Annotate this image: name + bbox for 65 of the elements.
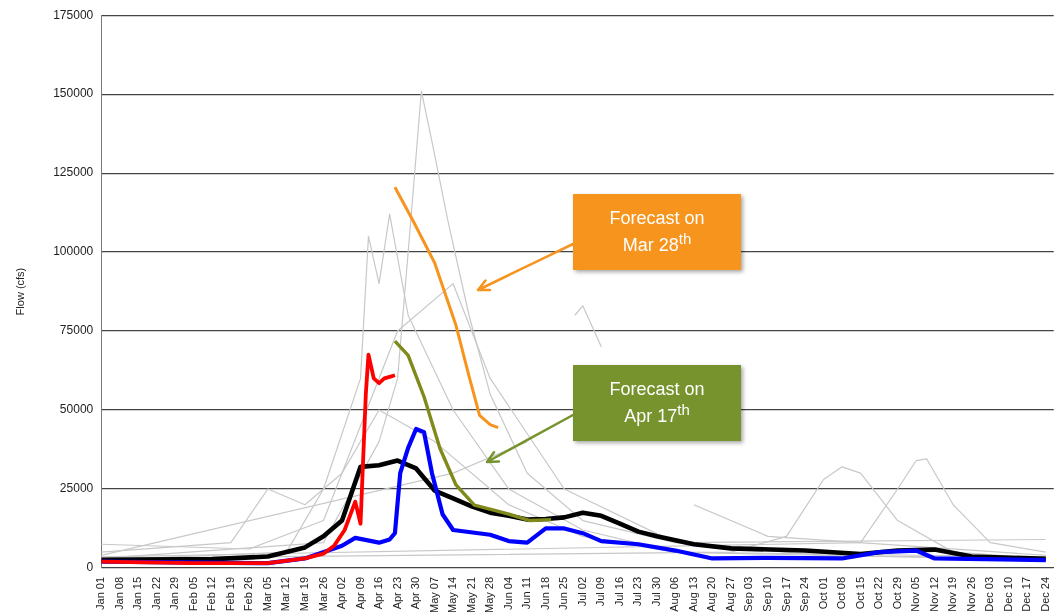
x-tick-label: Oct 22 xyxy=(872,576,885,610)
x-tick-label: Oct 15 xyxy=(853,576,866,610)
x-tick-label: May 21 xyxy=(464,576,477,614)
x-tick-label: May 07 xyxy=(427,576,440,614)
y-axis-title: Flow (cfs) xyxy=(13,267,26,316)
x-tick-label: Dec 03 xyxy=(983,576,996,612)
x-tick-label: Aug 20 xyxy=(705,576,718,612)
x-tick-label: Jul 02 xyxy=(575,576,588,607)
x-tick-label: Sep 24 xyxy=(798,576,811,612)
y-tick-label: 150000 xyxy=(53,86,94,101)
x-tick-label: Nov 19 xyxy=(946,576,959,612)
callout: Forecast on Mar 28$^{th}$ xyxy=(470,194,741,298)
x-tick-label: Aug 06 xyxy=(668,576,681,612)
x-tick-label: Nov 26 xyxy=(964,576,977,612)
x-tick-label: Oct 08 xyxy=(835,576,848,610)
x-tick-label: Jun 11 xyxy=(520,576,533,610)
x-tick-label: Jan 08 xyxy=(112,576,125,610)
y-tick-label: 125000 xyxy=(53,165,94,180)
x-tick-label: Jan 01 xyxy=(94,576,107,610)
x-tick-label: Feb 19 xyxy=(223,576,236,612)
y-tick-label: 75000 xyxy=(59,323,94,338)
x-tick-label: Feb 05 xyxy=(186,576,199,612)
x-tick-label: Oct 29 xyxy=(890,576,903,610)
callout: Forecast on Apr 17$^{th}$ xyxy=(479,365,741,470)
annotation: Forecast on Apr 17$^{th}$ xyxy=(608,378,706,428)
x-tick-label: Jun 18 xyxy=(538,576,551,610)
x-tick-label: Sep 03 xyxy=(742,576,755,612)
x-tick-label: Feb 12 xyxy=(205,576,218,612)
annotation: Forecast on Mar 28$^{th}$ xyxy=(608,207,706,257)
x-tick-label: Jun 25 xyxy=(557,576,570,610)
x-tick-label: Jan 15 xyxy=(131,576,144,610)
y-tick-label: 100000 xyxy=(53,244,94,259)
x-tick-label: Dec 10 xyxy=(1001,576,1014,612)
x-tick-label: May 28 xyxy=(483,576,496,614)
x-tick-label: May 14 xyxy=(446,576,459,614)
y-tick-label: 0 xyxy=(86,560,94,575)
x-tick-label: Apr 02 xyxy=(335,576,348,610)
x-tick-label: Jul 09 xyxy=(594,576,607,607)
x-tick-label: Sep 17 xyxy=(779,576,792,612)
x-tick-label: Jul 23 xyxy=(631,576,644,607)
x-tick-label: Sep 10 xyxy=(761,576,774,612)
x-tick-label: Apr 30 xyxy=(409,576,422,610)
x-tick-label: Nov 05 xyxy=(909,576,922,612)
x-tick-label: Apr 09 xyxy=(353,576,366,610)
x-tick-label: Jan 22 xyxy=(149,576,162,610)
x-tick-label: Mar 19 xyxy=(298,576,310,612)
x-tick-label: Aug 13 xyxy=(686,576,699,612)
x-tick-label: Mar 12 xyxy=(279,576,292,612)
x-tick-label: Jul 16 xyxy=(612,576,625,607)
y-tick-label: 50000 xyxy=(59,402,94,417)
x-tick-label: Dec 17 xyxy=(1020,576,1033,612)
x-tick-label: Jan 29 xyxy=(168,576,181,610)
x-tick-label: Oct 01 xyxy=(816,576,829,610)
x-tick-label: Aug 27 xyxy=(723,576,736,612)
y-tick-label: 175000 xyxy=(53,7,94,22)
x-tick-label: Feb 26 xyxy=(242,576,255,612)
x-tick-label: Apr 16 xyxy=(372,576,385,610)
x-tick-label: Dec 24 xyxy=(1038,576,1051,612)
x-tick-label: Mar 26 xyxy=(316,576,329,612)
x-tick-label: Jul 30 xyxy=(649,576,662,607)
x-tick-label: Jun 04 xyxy=(501,576,514,610)
x-tick-label: Nov 12 xyxy=(927,576,940,612)
x-tick-label: Apr 23 xyxy=(390,576,403,610)
x-tick-label: Mar 05 xyxy=(260,576,273,612)
y-tick-label: 25000 xyxy=(59,481,94,496)
